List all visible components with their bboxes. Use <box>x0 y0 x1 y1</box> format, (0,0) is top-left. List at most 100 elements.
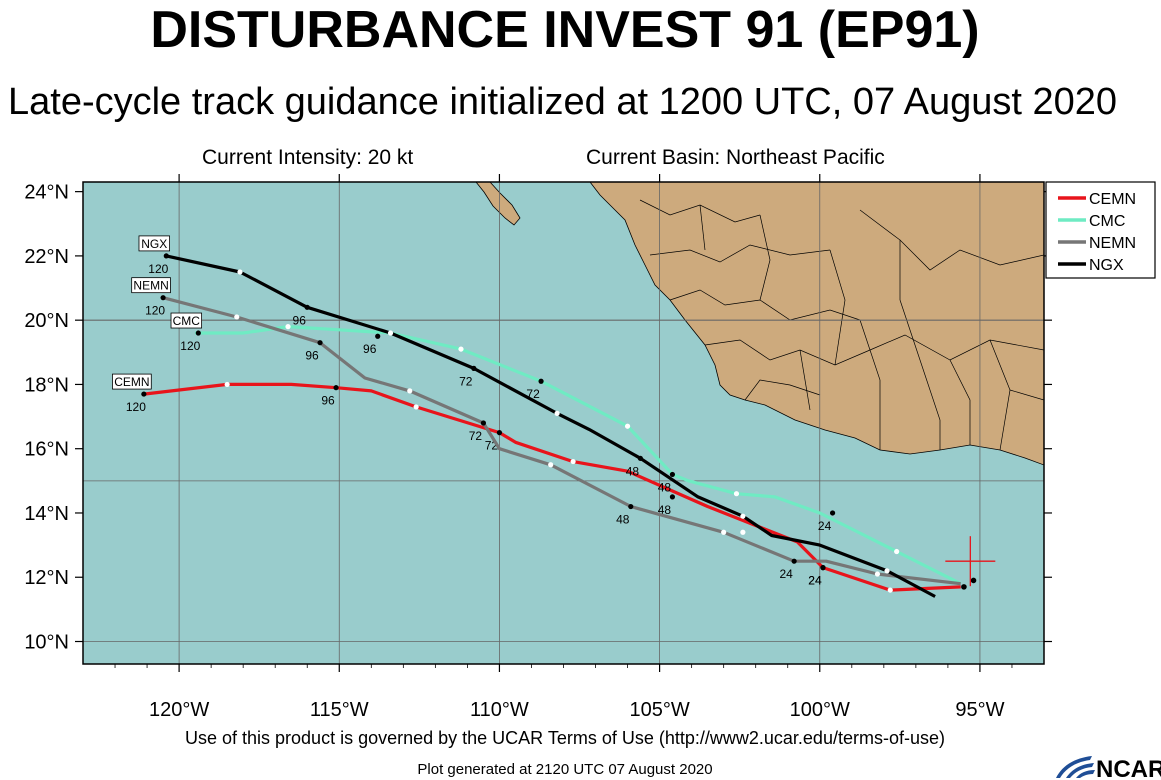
track-marker <box>894 548 900 555</box>
track-ngx <box>165 254 936 598</box>
track-cemn <box>143 382 961 592</box>
track-marker <box>721 529 727 535</box>
track-marker <box>285 324 291 330</box>
state-borders <box>639 199 1044 451</box>
track-tag-box <box>170 312 203 329</box>
track-marker <box>234 314 240 320</box>
forecast-hour-label: 48 <box>658 480 672 494</box>
track-marker <box>387 330 394 336</box>
lon-label: 95°W <box>955 699 1004 721</box>
forecast-hour-label: 120 <box>126 400 146 414</box>
forecast-hour-label: 96 <box>321 394 335 408</box>
track-marker <box>733 491 740 497</box>
lat-label: 24°N <box>24 182 69 204</box>
legend: CEMN CMC NEMN NGX <box>1045 181 1156 279</box>
track-tag-box <box>131 277 171 294</box>
track-tag: NEMN <box>133 279 168 293</box>
track-marker <box>413 404 419 410</box>
track-tag-box <box>112 373 152 390</box>
track-marker <box>791 558 797 564</box>
forecast-hour-label: 96 <box>363 342 377 356</box>
track-marker <box>820 565 826 571</box>
ncar-logo-icon <box>1056 756 1095 778</box>
track-marker <box>480 420 487 426</box>
chart-subtitle: Late-cycle track guidance initialized at… <box>8 81 1117 123</box>
track-marker <box>669 494 676 500</box>
forecast-hour-label: 120 <box>145 304 165 318</box>
track-marker <box>458 346 464 352</box>
terms-of-use: Use of this product is governed by the U… <box>185 728 945 748</box>
track-marker <box>548 462 554 468</box>
track-cmc <box>195 325 962 586</box>
lat-label: 16°N <box>24 439 69 461</box>
forecast-hour-label: 96 <box>293 313 307 327</box>
current-basin: Current Basin: Northeast Pacific <box>586 146 885 169</box>
track-marker <box>740 513 746 519</box>
track-nemn <box>162 296 961 586</box>
track-tag: NGX <box>141 237 167 251</box>
track-marker <box>496 430 503 436</box>
model-tracks: 24487296120CEMN24487296120CMC24487296120… <box>112 235 977 598</box>
current-intensity: Current Intensity: 20 kt <box>202 146 414 169</box>
track-marker <box>740 529 746 535</box>
forecast-hour-label: 24 <box>818 519 832 533</box>
track-tag: CMC <box>173 314 201 328</box>
lon-label: 100°W <box>790 699 850 721</box>
track-marker <box>884 568 890 574</box>
map-frame <box>82 181 1045 665</box>
legend-label-ngx: NGX <box>1089 257 1124 274</box>
track-marker <box>570 458 576 465</box>
ncar-logo-text: NCAR <box>1096 756 1161 780</box>
track-marker <box>237 269 243 275</box>
forecast-hour-label: 24 <box>779 567 793 581</box>
chart-title: DISTURBANCE INVEST 91 (EP91) <box>150 1 980 59</box>
start-point <box>961 584 967 590</box>
track-marker <box>317 340 323 346</box>
track-marker <box>637 455 643 461</box>
lon-label: 115°W <box>310 699 369 721</box>
forecast-hour-label: 48 <box>626 464 640 478</box>
track-marker <box>669 471 676 478</box>
ncar-logo: NCAR <box>1056 756 1161 780</box>
lat-label: 20°N <box>24 310 69 332</box>
track-marker <box>304 304 310 310</box>
lon-label: 105°W <box>629 699 689 721</box>
track-marker <box>829 510 836 516</box>
track-marker <box>141 391 147 397</box>
track-marker <box>874 571 881 577</box>
legend-label-nemn: NEMN <box>1089 235 1136 252</box>
forecast-hour-label: 48 <box>616 513 630 527</box>
track-marker <box>163 253 169 259</box>
lat-label: 14°N <box>24 503 69 525</box>
track-marker <box>224 381 230 388</box>
baja-california-landmass <box>475 182 521 226</box>
track-marker <box>538 378 544 384</box>
track-marker <box>375 333 381 339</box>
axis-ticks: 10°N 12°N 14°N 16°N 18°N 20°N 22°N 24°N 120°W 115… <box>24 174 1052 721</box>
forecast-hour-label: 24 <box>808 574 822 588</box>
track-marker <box>887 587 893 593</box>
track-marker <box>407 388 413 394</box>
legend-label-cemn: CEMN <box>1089 191 1136 208</box>
track-marker <box>628 503 634 510</box>
forecast-hour-label: 120 <box>148 262 168 276</box>
track-tag: CEMN <box>114 375 149 389</box>
track-marker <box>554 410 560 416</box>
legend-label-cmc: CMC <box>1089 213 1125 230</box>
track-marker <box>195 330 201 336</box>
generation-time: Plot generated at 2120 UTC 07 August 202… <box>417 761 713 778</box>
lon-label: 110°W <box>470 699 529 721</box>
track-marker <box>333 385 339 391</box>
track-tag-box <box>138 235 170 252</box>
forecast-hour-label: 72 <box>469 429 483 443</box>
forecast-hour-label: 120 <box>180 339 200 353</box>
lat-label: 12°N <box>24 567 69 589</box>
lon-label: 120°W <box>149 699 209 721</box>
start-point <box>970 577 977 584</box>
forecast-hour-label: 24 <box>808 574 822 588</box>
current-position-marker <box>945 536 996 587</box>
track-marker <box>624 423 631 429</box>
lat-label: 22°N <box>24 246 69 268</box>
track-marker <box>160 295 166 301</box>
